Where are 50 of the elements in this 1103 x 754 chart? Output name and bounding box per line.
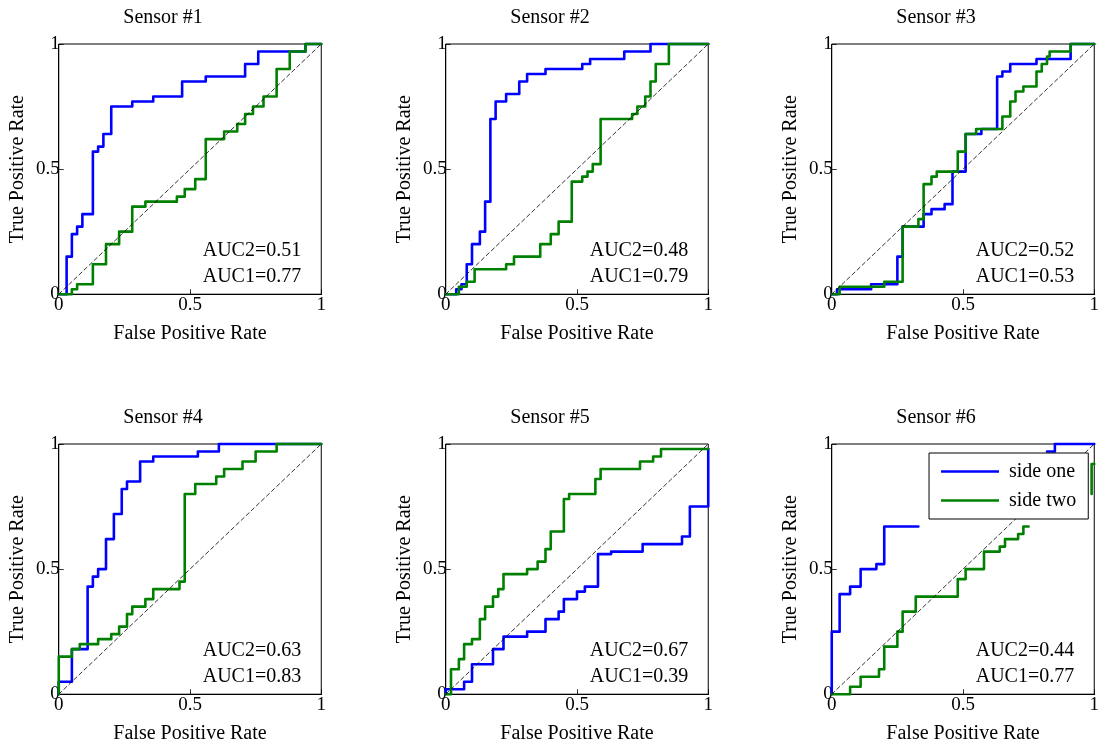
annotation: AUC2=0.67 <box>589 638 688 661</box>
chart-title: Sensor #2 <box>509 5 590 28</box>
x-axis-title: False Positive Rate <box>113 721 267 744</box>
x-tick-label: 1 <box>703 692 713 714</box>
annotation: AUC1=0.77 <box>202 264 302 287</box>
annotation: AUC1=0.53 <box>975 264 1075 287</box>
chart-title: Sensor #3 <box>896 5 976 28</box>
x-tick-label: 0.5 <box>564 692 589 714</box>
annotation: AUC2=0.52 <box>975 238 1075 261</box>
x-tick-label: 0.5 <box>178 692 202 714</box>
y-tick-label: 1 <box>50 431 60 453</box>
x-tick-label: 0.5 <box>951 692 975 714</box>
y-axis-title: True Positive Rate <box>5 94 28 244</box>
chart-title: Sensor #6 <box>896 405 976 428</box>
y-tick-label: 1 <box>823 31 833 53</box>
chart-title: Sensor #1 <box>123 5 203 28</box>
x-tick-label: 1 <box>316 692 326 714</box>
annotation: AUC1=0.79 <box>589 264 688 287</box>
annotation: AUC1=0.77 <box>975 664 1075 687</box>
x-tick-label: 1 <box>703 292 713 314</box>
y-axis-title: True Positive Rate <box>5 494 28 644</box>
y-tick-label: 1 <box>436 431 447 453</box>
y-axis-title: True Positive Rate <box>778 494 801 644</box>
annotation: AUC2=0.63 <box>202 638 302 661</box>
y-axis-title: True Positive Rate <box>391 94 414 244</box>
x-axis-title: False Positive Rate <box>886 721 1040 744</box>
legend-label: side two <box>1009 487 1077 510</box>
y-tick-label: 1 <box>436 31 447 53</box>
annotation: AUC2=0.48 <box>589 238 688 261</box>
x-tick-label: 1 <box>316 292 326 314</box>
annotation: AUC1=0.83 <box>202 664 302 687</box>
y-tick-label: 1 <box>823 431 833 453</box>
x-tick-label: 0.5 <box>951 292 975 314</box>
x-axis-title: False Positive Rate <box>886 321 1040 344</box>
x-tick-label: 1 <box>1089 292 1099 314</box>
x-axis-title: False Positive Rate <box>499 321 654 344</box>
x-tick-label: 1 <box>1089 692 1099 714</box>
chart-title: Sensor #4 <box>123 405 203 428</box>
y-axis-title: True Positive Rate <box>778 94 801 244</box>
x-tick-label: 0.5 <box>564 292 589 314</box>
annotation: AUC1=0.39 <box>589 664 688 687</box>
annotation: AUC2=0.44 <box>975 638 1075 661</box>
x-tick-label: 0.5 <box>178 292 202 314</box>
y-tick-label: 1 <box>50 31 60 53</box>
x-axis-title: False Positive Rate <box>499 721 654 744</box>
chart-title: Sensor #5 <box>509 405 590 428</box>
annotation: AUC2=0.51 <box>202 238 302 261</box>
legend-label: side one <box>1009 458 1076 481</box>
x-axis-title: False Positive Rate <box>113 321 267 344</box>
y-axis-title: True Positive Rate <box>391 494 414 644</box>
